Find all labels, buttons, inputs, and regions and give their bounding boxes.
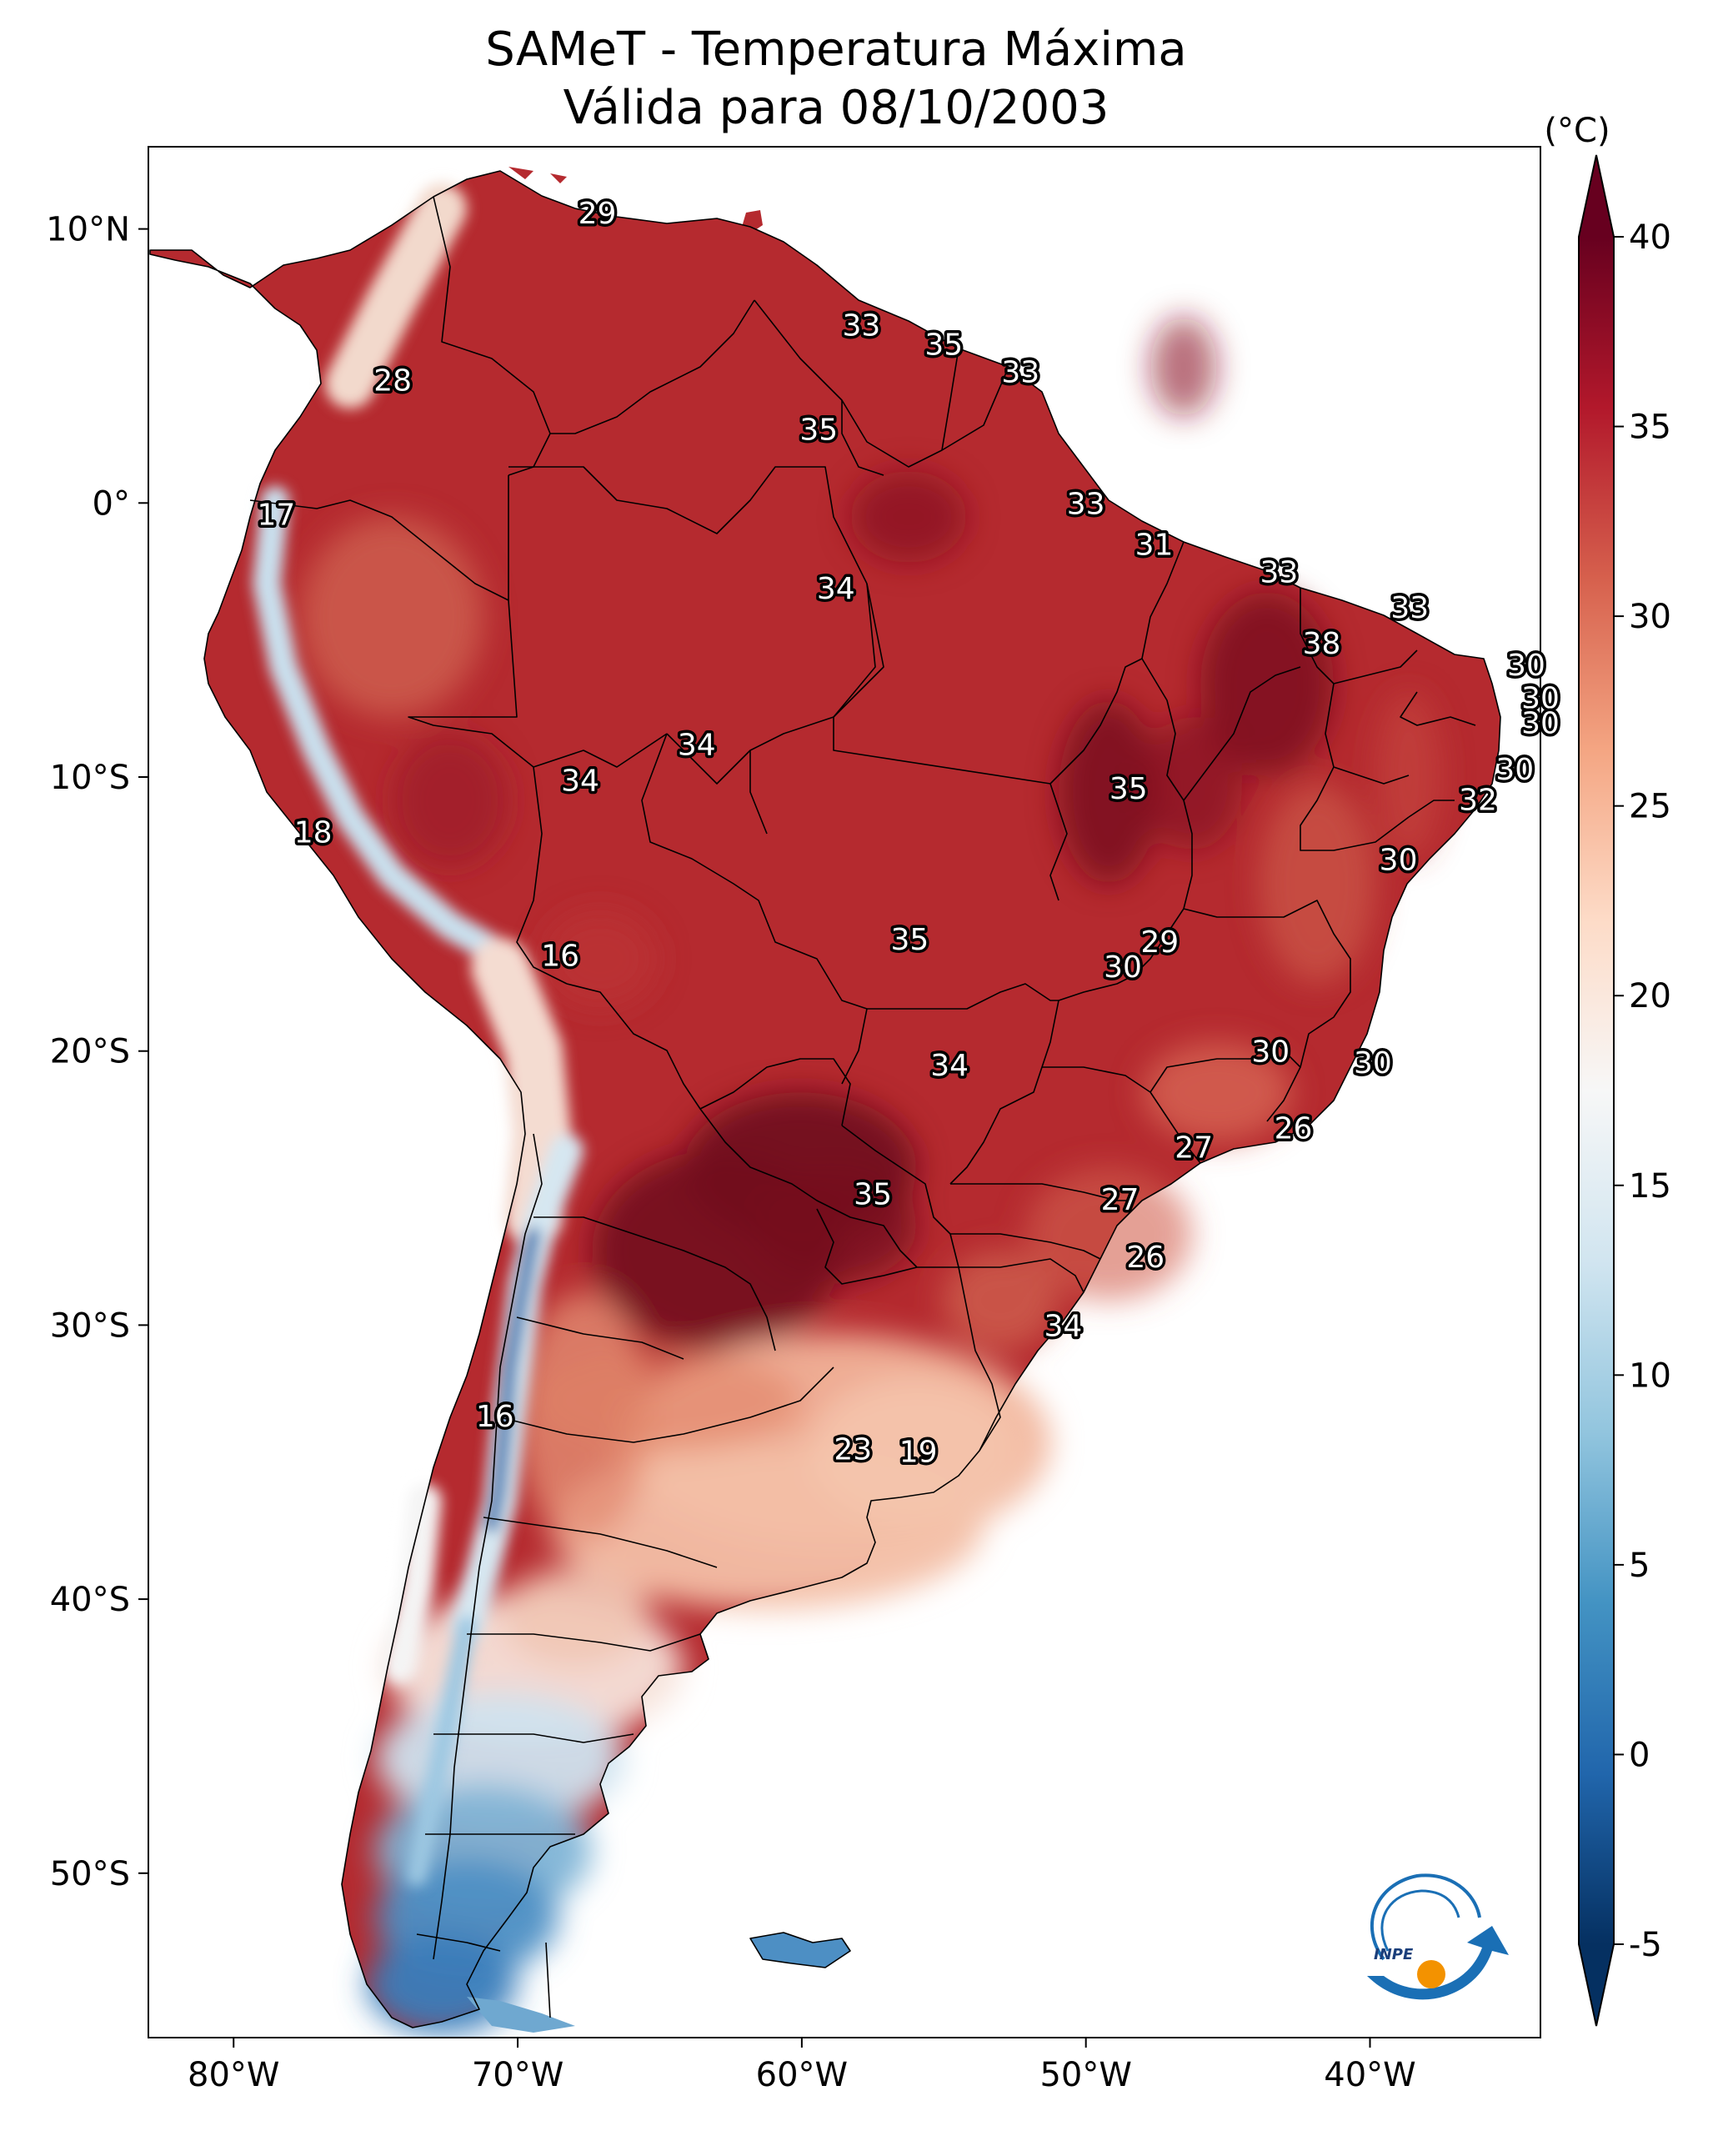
- lat-tick-label: 10°N: [46, 211, 130, 249]
- lon-tick-label: 70°W: [472, 2056, 563, 2094]
- map-title-line2: Válida para 08/10/2003: [563, 81, 1109, 135]
- colorbar-top-extension: [1579, 155, 1614, 237]
- colorbar: (°C) 40 35 30 25 20 15 10 5 0 -5: [1544, 112, 1671, 2027]
- temperature-label: 29: [1140, 925, 1179, 960]
- temperature-label: 26: [1275, 1112, 1313, 1146]
- temperature-label: 16: [476, 1400, 514, 1434]
- temperature-label: 34: [561, 764, 599, 798]
- temperature-label: 34: [678, 729, 716, 763]
- temperature-label: 30: [1380, 844, 1418, 878]
- temperature-label: 33: [1260, 555, 1299, 589]
- temperature-label: 35: [890, 923, 929, 957]
- latitude-axis: 10°N 0° 10°S 20°S 30°S 40°S 50°S: [46, 211, 148, 1893]
- lon-tick-label: 40°W: [1324, 2056, 1415, 2094]
- colorbar-ticks: 40 35 30 25 20 15 10 5 0 -5: [1614, 218, 1671, 1964]
- temperature-label: 16: [541, 940, 579, 974]
- longitude-axis: 80°W 70°W 60°W 50°W 40°W: [188, 2038, 1416, 2094]
- temperature-label: 26: [1126, 1241, 1165, 1275]
- lat-tick-label: 40°S: [50, 1581, 130, 1619]
- map-title-line1: SAMeT - Temperatura Máxima: [485, 23, 1187, 77]
- temperature-label: 30: [1354, 1046, 1392, 1081]
- temperature-label: 28: [373, 364, 412, 398]
- temperature-label: 27: [1101, 1183, 1139, 1217]
- inpe-orange-dot-icon: [1417, 1960, 1445, 1988]
- colorbar-unit: (°C): [1544, 112, 1610, 150]
- colorbar-gradient: [1579, 237, 1614, 1944]
- colorbar-tick-label: 20: [1629, 977, 1671, 1015]
- lat-tick-label: 50°S: [50, 1855, 130, 1893]
- colorbar-tick-label: -5: [1629, 1926, 1662, 1964]
- temperature-label: 19: [899, 1436, 938, 1470]
- temperature-label: 18: [294, 816, 333, 850]
- temperature-label: 35: [854, 1178, 892, 1212]
- colorbar-tick-label: 10: [1629, 1356, 1671, 1395]
- temperature-label: 30: [1521, 706, 1560, 740]
- temperature-label: 38: [1303, 627, 1341, 661]
- temperature-label: 30: [1495, 753, 1534, 787]
- colorbar-bottom-extension: [1579, 1944, 1614, 2026]
- temperature-label: 33: [843, 309, 881, 343]
- temperature-label: 35: [799, 414, 838, 448]
- temperature-label: 30: [1521, 682, 1560, 716]
- temperature-label: 30: [1507, 649, 1545, 683]
- temperature-label: 32: [1459, 783, 1497, 817]
- lat-tick-label: 20°S: [50, 1033, 130, 1071]
- temperature-label: 35: [1109, 772, 1148, 806]
- colorbar-tick-label: 30: [1629, 598, 1671, 636]
- inpe-swoosh-icon: [1367, 1926, 1509, 2000]
- temperature-label: 34: [1044, 1309, 1083, 1343]
- temperature-gradients: [300, 317, 1442, 2034]
- temperature-label: 34: [930, 1049, 969, 1083]
- tierra-del-fuego: [467, 1997, 575, 2033]
- temperature-label: 33: [1390, 591, 1429, 625]
- temperature-label: 33: [1067, 487, 1105, 521]
- andes-cold-ridge: [252, 183, 584, 1886]
- temperature-label: 33: [1001, 356, 1039, 390]
- colorbar-tick-label: 0: [1629, 1736, 1650, 1774]
- country-state-borders: [149, 170, 1501, 2028]
- lat-tick-label: 0°: [93, 484, 130, 523]
- colorbar-tick-label: 5: [1629, 1547, 1650, 1585]
- temperature-label: 30: [1251, 1035, 1290, 1070]
- map-frame: [148, 146, 1541, 2038]
- temperature-label: 27: [1175, 1131, 1213, 1166]
- temperature-label: 35: [924, 328, 963, 363]
- inpe-logo-text: INPE: [1374, 1946, 1414, 1963]
- temperature-label: 30: [1104, 950, 1142, 985]
- colorbar-tick-label: 15: [1629, 1167, 1671, 1206]
- temperature-field: [150, 167, 1500, 2034]
- temperature-label: 23: [834, 1432, 872, 1467]
- inpe-logo: INPE: [1367, 1873, 1509, 2000]
- lon-tick-label: 80°W: [188, 2056, 279, 2094]
- lon-tick-label: 50°W: [1039, 2056, 1131, 2094]
- colorbar-tick-label: 35: [1629, 409, 1671, 447]
- temperature-label: 17: [257, 498, 295, 532]
- temperature-label: 31: [1135, 529, 1174, 563]
- lat-tick-label: 10°S: [50, 759, 130, 797]
- lat-tick-label: 30°S: [50, 1306, 130, 1345]
- temperature-label: 29: [579, 197, 617, 231]
- colorbar-tick-label: 25: [1629, 788, 1671, 826]
- lon-tick-label: 60°W: [756, 2056, 848, 2094]
- temperature-label: 34: [817, 572, 855, 606]
- colorbar-tick-label: 40: [1629, 218, 1671, 257]
